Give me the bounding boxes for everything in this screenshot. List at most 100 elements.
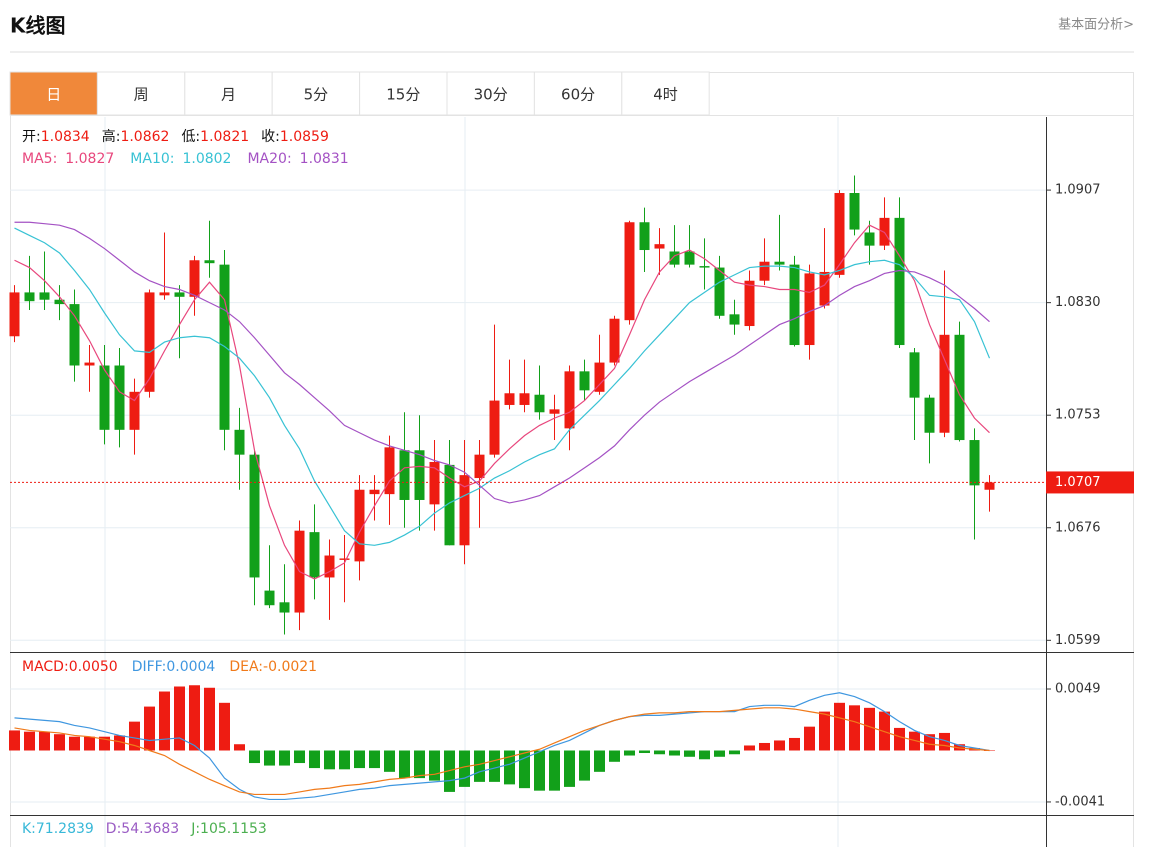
candle-body	[564, 371, 575, 429]
tab-label[interactable]: 4时	[653, 86, 678, 104]
candle-body	[204, 260, 215, 264]
macd-bar	[219, 702, 230, 751]
macd-bar	[414, 750, 425, 779]
y-tick-label: 1.0907	[1055, 183, 1101, 198]
tab-label[interactable]: 15分	[386, 86, 420, 104]
candle-body	[774, 261, 785, 265]
fundamentals-link[interactable]: 基本面分析>	[1058, 18, 1134, 33]
readout-text: 1.0821	[200, 129, 249, 145]
y-tick-label: -0.0041	[1055, 794, 1105, 809]
readout-text: 1.0831	[300, 151, 349, 167]
macd-bar	[954, 744, 965, 751]
macd-bar	[609, 750, 620, 762]
readout-text: 0.0050	[69, 659, 118, 675]
current-price-box	[1046, 471, 1134, 494]
candle-body	[324, 555, 335, 578]
ma-line	[14, 221, 990, 504]
candle-body	[654, 244, 665, 249]
tab-label[interactable]: 30分	[474, 86, 508, 104]
macd-bar	[909, 731, 920, 751]
macd-bar	[69, 736, 80, 751]
candle-body	[909, 352, 920, 398]
candle-body	[39, 292, 50, 300]
macd-bar	[594, 750, 605, 772]
macd-bar	[429, 750, 440, 781]
macd-bar	[744, 745, 755, 751]
macd-bar	[189, 685, 200, 751]
readout-text: 1.0827	[65, 151, 114, 167]
macd-bar	[549, 750, 560, 791]
candle-body	[684, 251, 695, 265]
candle-body	[549, 409, 560, 414]
macd-bar	[459, 750, 470, 787]
macd-bar	[204, 687, 215, 751]
macd-bar	[714, 750, 725, 757]
macd-bar	[669, 750, 680, 756]
y-tick-label: 1.0753	[1055, 408, 1101, 423]
macd-bar	[309, 750, 320, 769]
macd-line	[14, 707, 990, 796]
candle-body	[159, 292, 170, 296]
tab-label[interactable]: 周	[134, 86, 149, 104]
candle-body	[249, 454, 260, 578]
candle-body	[99, 365, 110, 430]
macd-bar	[624, 750, 635, 756]
ma-readout: MA5: 1.0827 MA10: 1.0802 MA20: 1.0831	[22, 151, 349, 167]
macd-bar	[564, 750, 575, 787]
tab[interactable]	[96, 71, 186, 116]
readout-text: MA20:	[247, 151, 291, 167]
macd-bar	[264, 750, 275, 766]
tab[interactable]	[9, 71, 98, 116]
candle-body	[444, 464, 455, 546]
readout-text: 1.0802	[182, 151, 231, 167]
macd-bar	[144, 706, 155, 751]
ma-line	[14, 224, 990, 580]
candle-body	[489, 400, 500, 455]
tab-label[interactable]: 5分	[304, 86, 329, 104]
macd-bar	[894, 727, 905, 751]
readout-text: 低:	[181, 129, 200, 145]
candle-body	[879, 217, 890, 246]
macd-bar	[789, 737, 800, 751]
tab-label[interactable]: 月	[221, 86, 236, 104]
candle-body	[864, 232, 875, 246]
readout-text: 高:	[102, 128, 121, 145]
macd-bar	[84, 736, 95, 751]
tab-label[interactable]: 60分	[561, 86, 595, 104]
readout-text: MA10:	[130, 151, 174, 167]
tab[interactable]	[621, 71, 710, 116]
macd-bar	[234, 744, 245, 751]
macd-bar	[864, 707, 875, 751]
candle-body	[84, 362, 95, 366]
tab[interactable]	[184, 71, 273, 116]
readout-text: 0.0004	[166, 659, 215, 675]
macd-bar	[399, 750, 410, 779]
candle-body	[519, 393, 530, 405]
candle-body	[429, 461, 440, 505]
macd-bar	[174, 686, 185, 751]
candle-body	[504, 393, 515, 405]
macd-bar	[9, 730, 20, 751]
tab-label[interactable]: 日	[46, 86, 61, 104]
macd-bar	[159, 691, 170, 751]
candle-body	[714, 267, 725, 316]
candle-body	[144, 292, 155, 392]
candle-body	[579, 371, 590, 391]
candle-body	[69, 304, 80, 366]
macd-bar	[534, 750, 545, 791]
candle-body	[984, 482, 995, 490]
tab[interactable]	[271, 71, 361, 116]
page-title: K线图	[10, 14, 66, 38]
tab[interactable]	[359, 71, 448, 116]
y-tick-label: 1.0599	[1055, 633, 1101, 648]
macd-bar	[939, 732, 950, 751]
macd-bar	[444, 750, 455, 792]
candle-body	[474, 454, 485, 479]
kdj-readout: K:71.2839 D:54.3683 J:105.1153	[22, 821, 267, 837]
candle-body	[699, 266, 710, 268]
tab[interactable]	[446, 71, 535, 116]
macd-bar	[519, 750, 530, 789]
candle-body	[189, 260, 200, 297]
